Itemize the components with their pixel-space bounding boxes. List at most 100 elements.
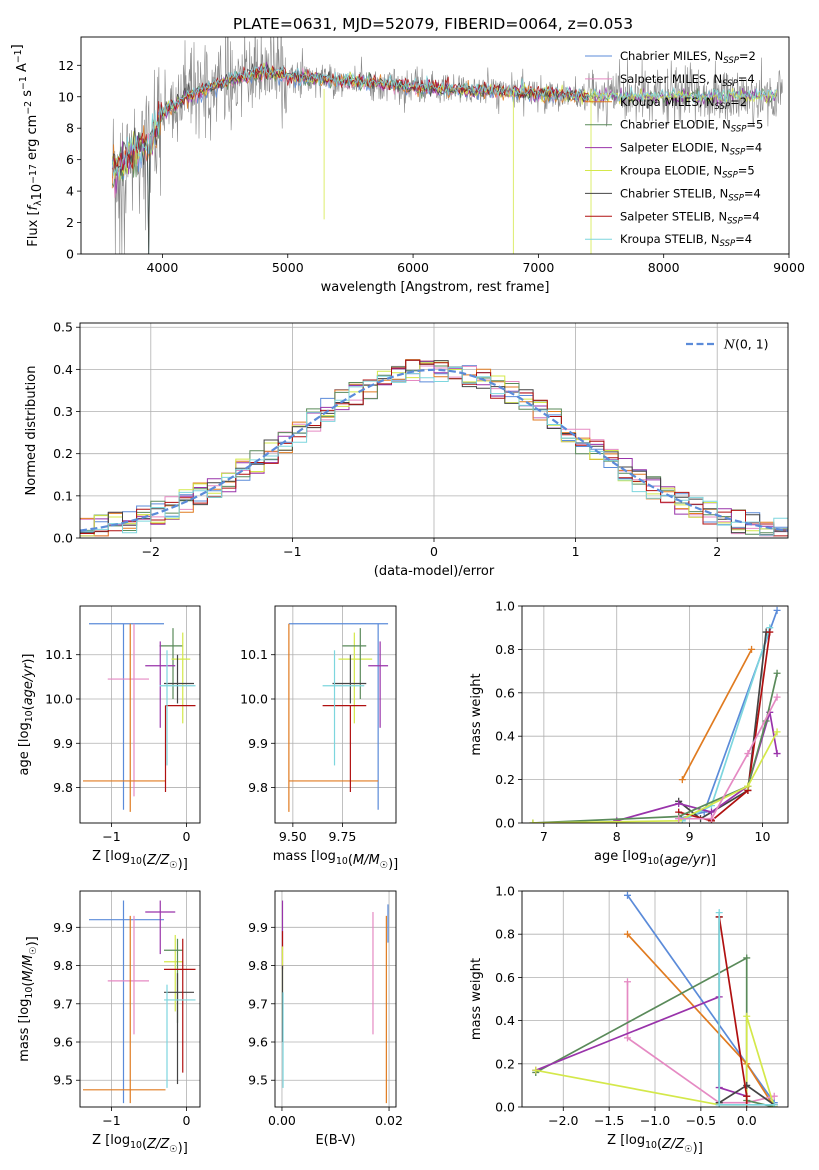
y-tick-label: 9.8 [248,958,268,973]
errorbar-point-salpeter_miles [107,623,149,797]
axes-frame [521,605,789,824]
weight-marker [623,1034,631,1042]
errorbar-point-salpeter_elodie [368,641,389,728]
weight-series-kroupa_elodie [529,728,781,823]
errorbar-point-salpeter_stelib [322,705,367,792]
legend-label-kroupa_elodie: Kroupa ELODIE, NSSP=5 [620,164,755,181]
x-axis-label: age [log10(age/yr)] [594,849,716,868]
legend-label-kroupa_miles: Kroupa MILES, NSSP=2 [620,95,747,112]
y-tick-label: 9.5 [248,1073,268,1088]
x-axis-label: E(B-V) [315,1133,355,1148]
legend-label-chabrier_stelib: Chabrier STELIB, NSSP=4 [620,186,761,203]
weight-line [616,712,778,822]
errorbar-point-kroupa_elodie [164,934,183,1012]
y-tick-label: 2 [66,215,74,230]
y-tick-label: 12 [58,58,74,73]
weight-marker [770,1092,778,1100]
panel-age_vs_Z: −1 0 9.8 9.9 10.0 10.1 Z [log10(Z/Z☉)] age [log… [17,605,201,872]
x-tick-label: 7 [540,829,548,844]
x-tick-label: 0 [430,544,438,559]
y-tick-label: 1.0 [495,884,515,899]
y-tick-label: 9.6 [248,1035,268,1050]
weight-marker [766,628,774,636]
x-tick-label: 0 [183,1113,191,1128]
panel-weight_vs_age: 7 8 9 10 0.0 0.2 0.4 0.6 0.8 1.0 age [log10(age/yr… [469,599,789,868]
errorbar-point-chabrier_stelib [332,654,367,704]
x-tick-label: −1.5 [594,1113,624,1128]
errorbar-point-kroupa_elodie [171,632,191,724]
weight-marker [715,909,723,917]
y-tick-label: 0.2 [495,1056,515,1071]
axes-frame [274,890,397,1108]
histogram-salpeter_stelib [80,359,788,537]
axes-frame [80,36,790,255]
y-tick-label: 0.0 [53,531,73,546]
weight-line [678,631,771,822]
weight-marker [675,799,683,807]
y-tick-label: 9.9 [53,736,73,751]
weight-marker [529,819,537,823]
y-tick-label: 10.0 [240,692,268,707]
y-tick-label: 10 [58,89,74,104]
weight-line [532,673,778,823]
legend-label-normal: N(0, 1) [723,337,769,352]
legend-label-chabrier_elodie: Chabrier ELODIE, NSSP=5 [620,118,763,135]
normal-curve [80,368,788,532]
plot-area [529,606,781,823]
x-tick-label: −2.0 [548,1113,578,1128]
weight-marker [532,1066,540,1074]
weight-series-kroupa_stelib [715,909,778,1107]
y-tick-label: 0.5 [53,320,73,335]
y-tick-label: 0.4 [495,1013,515,1028]
x-axis-label: wavelength [Angstrom, rest frame] [321,280,550,295]
y-tick-label: 9.7 [53,996,73,1011]
y-tick-label: 0.2 [53,446,73,461]
figure-title: PLATE=0631, MJD=52079, FIBERID=0064, z=0… [233,15,633,33]
y-tick-label: 9.5 [53,1073,73,1088]
weight-series-salpeter_miles [675,693,781,823]
weight-marker [623,978,631,986]
legend-label-salpeter_elodie: Salpeter ELODIE, NSSP=4 [620,141,762,158]
weight-line [535,995,747,1098]
panel-mass_vs_Z: −1 0 9.5 9.6 9.7 9.8 9.9 Z [log10(Z/Z☉)] mass [l… [17,890,201,1156]
x-tick-label: 9.75 [329,829,357,844]
weight-marker [743,1092,751,1100]
y-axis-label: Normed distribution [24,366,39,496]
errorbar-point-kroupa_stelib [159,650,196,766]
plot-area [80,359,788,537]
x-tick-label: 8 [613,829,621,844]
errorbar-point-kroupa_miles [83,623,166,812]
weight-marker [678,776,686,784]
y-tick-label: 9.9 [248,920,268,935]
y-axis-label: age [log10(age/yr)] [17,653,36,775]
panel-spectrum: 4000 5000 6000 7000 8000 9000 0 2 4 6 8 10 12 wavelen… [10,36,805,295]
axes-frame [79,605,201,824]
x-tick-label: 9.50 [279,829,307,844]
x-tick-label: 10 [755,829,771,844]
model-line-kroupa_elodie [111,62,777,181]
errorbar-point-chabrier_elodie [159,628,183,699]
x-tick-label: 6000 [397,260,429,275]
x-axis-label: (data-model)/error [374,564,495,579]
x-tick-label: 1 [572,544,580,559]
x-tick-label: −1 [283,544,301,559]
y-tick-label: 9.9 [53,920,73,935]
axes-frame [79,890,201,1108]
weight-marker [773,750,781,758]
x-tick-label: 0.0 [737,1113,757,1128]
weight-marker [743,1012,751,1020]
x-tick-label: 7000 [522,260,554,275]
weight-marker [770,1101,778,1107]
x-tick-label: 0 [183,829,191,844]
panel-mass_vs_ebv: 0.00 0.02 9.5 9.6 9.7 9.8 9.9 E(B-V) [248,890,403,1148]
y-tick-label: 0.3 [53,404,73,419]
weight-marker [773,669,781,677]
y-tick-label: 0.0 [495,816,515,831]
y-tick-label: 8 [66,121,74,136]
y-axis-label: mass [log10(M/M☉)] [17,936,40,1062]
x-tick-label: −1.0 [640,1113,670,1128]
plot-area [288,623,389,812]
weight-series-salpeter_elodie [532,993,751,1100]
x-tick-label: −1 [102,1113,120,1128]
errorbar-point-chabrier_stelib [164,973,194,1085]
